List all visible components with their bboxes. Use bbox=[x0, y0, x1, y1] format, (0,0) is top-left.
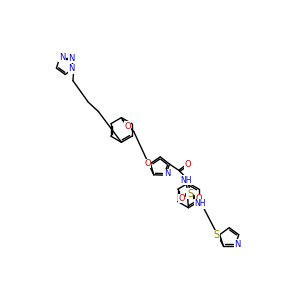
Text: N: N bbox=[59, 52, 65, 62]
Text: S: S bbox=[214, 230, 220, 240]
Text: N: N bbox=[164, 169, 170, 178]
Text: N: N bbox=[68, 64, 75, 74]
Text: O: O bbox=[144, 159, 151, 168]
Text: N: N bbox=[68, 54, 75, 63]
Text: N: N bbox=[234, 240, 241, 249]
Text: S: S bbox=[187, 189, 193, 199]
Text: O: O bbox=[124, 122, 131, 130]
Text: NH: NH bbox=[194, 200, 206, 208]
Text: NH: NH bbox=[181, 176, 192, 185]
Text: O: O bbox=[196, 194, 202, 203]
Text: O: O bbox=[185, 160, 191, 169]
Text: O: O bbox=[178, 194, 185, 203]
